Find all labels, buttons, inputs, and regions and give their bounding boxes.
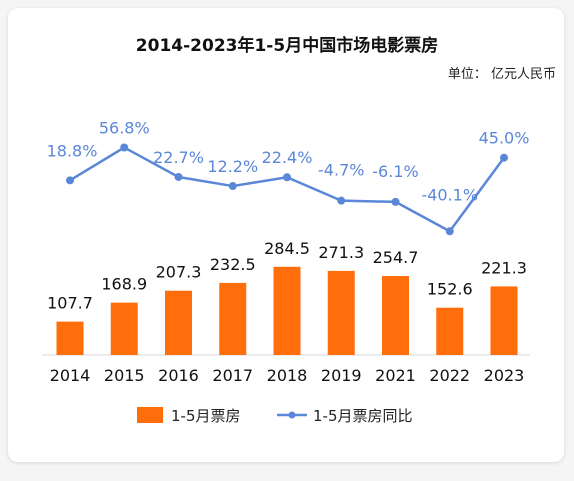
bar-value-labels: 107.7 168.9 207.3 232.5 284.5 271.3 254.7 152.6… bbox=[47, 239, 527, 313]
yoy-point-2022 bbox=[445, 227, 454, 236]
x-tick-2017: 2017 bbox=[212, 366, 253, 385]
legend-line-label: 1-5月票房同比 bbox=[313, 407, 413, 425]
yoy-label-2017: 12.2% bbox=[207, 157, 258, 176]
line-value-labels: 18.8%56.8%22.7% 12.2% 22.4% -4.7% -6.1%-40.1… bbox=[47, 118, 530, 204]
yoy-point-2021 bbox=[391, 197, 400, 206]
x-tick-labels: 2014 2015 2016 2017 2018 2019 2021 2022 2023 bbox=[50, 366, 525, 385]
bar-2017 bbox=[219, 282, 247, 355]
yoy-point-2015 bbox=[120, 143, 129, 152]
yoy-point-2014 bbox=[66, 176, 74, 185]
line-series bbox=[66, 143, 508, 236]
yoy-label-2016: 22.7% bbox=[153, 148, 204, 167]
bar-label-2018: 284.5 bbox=[264, 239, 310, 258]
legend-bar-label: 1-5月票房 bbox=[171, 407, 241, 425]
bar-2015 bbox=[110, 302, 138, 355]
bar-2014 bbox=[56, 321, 84, 355]
yoy-label-2018: 22.4% bbox=[262, 148, 313, 167]
unit-label: 单位： 亿元人民币 bbox=[448, 67, 556, 82]
bar-2016 bbox=[165, 290, 192, 355]
x-tick-2018: 2018 bbox=[267, 366, 308, 385]
yoy-label-2015: 56.8% bbox=[99, 118, 150, 137]
bar-2021 bbox=[382, 276, 409, 355]
bar-2023 bbox=[490, 286, 518, 355]
yoy-point-2017 bbox=[228, 182, 237, 191]
x-tick-2016: 2016 bbox=[158, 366, 199, 385]
chart-title: 2014-2023年1-5月中国市场电影票房 bbox=[136, 35, 438, 56]
chart-card bbox=[8, 8, 564, 462]
bar-label-2015: 168.9 bbox=[101, 275, 147, 294]
bar-label-2014: 107.7 bbox=[47, 294, 93, 313]
x-tick-2023: 2023 bbox=[484, 366, 525, 385]
x-tick-2014: 2014 bbox=[50, 366, 91, 385]
legend: 1-5月票房 1-5月票房同比 bbox=[137, 407, 413, 425]
bar-label-2021: 254.7 bbox=[373, 248, 419, 267]
x-tick-2015: 2015 bbox=[104, 366, 145, 385]
x-tick-2021: 2021 bbox=[375, 366, 416, 385]
yoy-label-2021: -6.1% bbox=[372, 162, 418, 181]
bar-label-2017: 232.5 bbox=[210, 255, 256, 274]
yoy-label-2014: 18.8% bbox=[47, 141, 98, 160]
yoy-label-2023: 45.0% bbox=[479, 129, 530, 148]
yoy-point-2019 bbox=[337, 196, 346, 205]
bar-series bbox=[56, 266, 518, 355]
bar-label-2016: 207.3 bbox=[156, 263, 202, 282]
yoy-point-2023 bbox=[500, 153, 508, 162]
yoy-point-2018 bbox=[283, 173, 291, 182]
legend-line-marker bbox=[288, 411, 296, 419]
legend-bar-swatch bbox=[137, 407, 163, 423]
yoy-label-2022: -40.1% bbox=[421, 185, 478, 204]
bar-2019 bbox=[327, 270, 355, 355]
bar-label-2022: 152.6 bbox=[427, 280, 473, 299]
x-tick-2022: 2022 bbox=[429, 366, 470, 385]
bar-2022 bbox=[436, 307, 464, 355]
yoy-point-2016 bbox=[174, 172, 183, 181]
yoy-label-2019: -4.7% bbox=[318, 161, 364, 180]
bar-label-2019: 271.3 bbox=[318, 243, 364, 262]
bar-2018 bbox=[273, 266, 301, 355]
bar-label-2023: 221.3 bbox=[481, 258, 527, 277]
x-tick-2019: 2019 bbox=[321, 366, 362, 385]
